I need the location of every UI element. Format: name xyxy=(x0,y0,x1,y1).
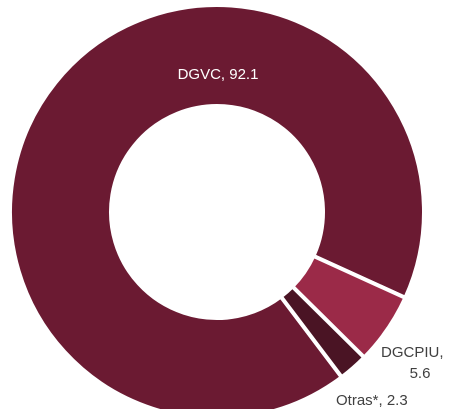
slice-label-otras: Otras*, 2.3 xyxy=(336,392,408,409)
slice-label-dgcpiu-line2: 5.6 xyxy=(410,365,431,382)
slice-label-dgcpiu-line1: DGCPIU, xyxy=(381,344,444,361)
slice-otras xyxy=(278,283,368,380)
slice-dgvc xyxy=(8,3,426,409)
slice-label-dgvc: DGVC, 92.1 xyxy=(178,66,259,83)
slices-group xyxy=(8,3,426,409)
